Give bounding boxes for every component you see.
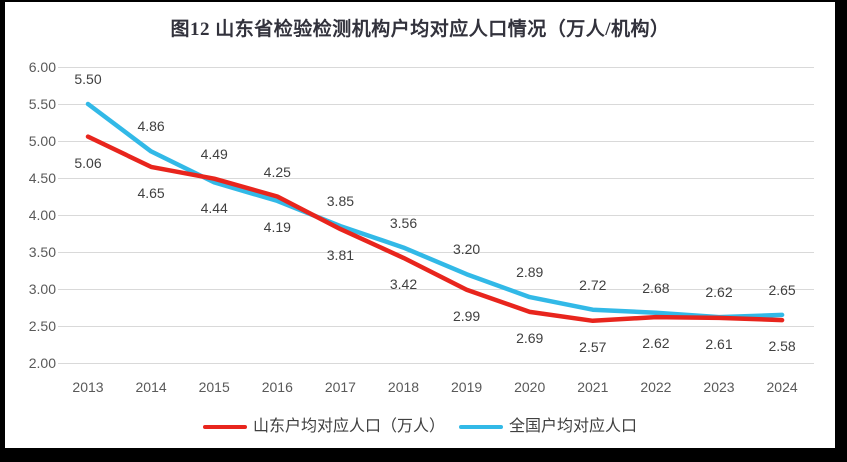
data-label: 4.44	[200, 200, 228, 217]
data-label: 5.50	[74, 71, 102, 87]
legend-item-national: 全国户均对应人口	[459, 417, 637, 437]
data-label: 3.42	[389, 275, 418, 292]
data-label: 2.62	[705, 284, 733, 301]
legend-item-shandong: 山东户均对应人口（万人）	[202, 417, 445, 437]
gridline	[58, 252, 814, 253]
legend-label: 山东户均对应人口（万人）	[252, 418, 445, 435]
data-label: 2.58	[768, 338, 796, 355]
x-axis-tick-label: 2022	[640, 379, 672, 395]
data-label: 4.86	[137, 118, 165, 135]
data-label: 2.72	[579, 276, 607, 293]
data-label: 3.85	[326, 193, 355, 210]
data-label: 4.19	[263, 218, 291, 235]
data-label: 3.56	[389, 214, 418, 231]
chart-title: 图12 山东省检验检测机构户均对应人口情况（万人/机构）	[170, 19, 670, 40]
gridline	[58, 289, 814, 290]
gridline	[58, 104, 814, 105]
y-axis-tick-label: 3.50	[28, 244, 56, 260]
data-label: 2.99	[452, 307, 481, 324]
y-axis-tick-label: 2.00	[28, 355, 56, 371]
gridline	[58, 141, 814, 142]
data-label: 5.06	[74, 154, 102, 171]
data-label: 2.61	[705, 335, 733, 352]
data-label: 4.49	[200, 145, 228, 162]
series-line-shandong	[85, 134, 785, 324]
x-axis-tick-label: 2018	[387, 379, 420, 395]
data-label: 2.69	[516, 329, 544, 346]
chart-legend: 山东户均对应人口（万人） 全国户均对应人口	[5, 414, 835, 440]
gridline	[58, 67, 814, 68]
x-axis-tick-label: 2014	[135, 379, 167, 395]
data-label: 4.25	[263, 163, 291, 180]
data-label: 3.81	[326, 247, 355, 264]
data-label: 2.62	[642, 335, 670, 352]
series-lines	[85, 101, 785, 324]
series-line-national	[85, 101, 785, 320]
gridline	[58, 363, 814, 364]
data-label: 3.20	[452, 241, 481, 258]
legend-swatch-shandong	[202, 424, 247, 430]
y-axis-tick-label: 4.00	[28, 207, 56, 223]
data-label: 2.57	[579, 338, 607, 355]
y-axis-tick-label: 5.50	[28, 96, 56, 112]
x-axis-tick-label: 2013	[72, 379, 104, 395]
x-axis-tick-label: 2015	[198, 379, 230, 395]
y-axis-tick-label: 6.00	[28, 59, 56, 75]
x-axis-tick-label: 2017	[324, 379, 356, 395]
x-axis-tick-label: 2024	[766, 379, 798, 395]
data-label: 2.89	[516, 264, 544, 281]
y-axis-tick-label: 4.50	[28, 170, 56, 186]
y-axis-tick-label: 3.00	[28, 281, 56, 297]
legend-label: 全国户均对应人口	[509, 418, 638, 435]
x-axis-tick-label: 2021	[577, 379, 609, 395]
gridline	[58, 326, 814, 327]
gridline	[58, 215, 814, 216]
gridline	[58, 178, 814, 179]
data-label: 2.65	[768, 281, 796, 298]
x-axis-tick-label: 2023	[703, 379, 735, 395]
chart-canvas: 图12 山东省检验检测机构户均对应人口情况（万人/机构） 6.00 5.50 5.0…	[5, 2, 835, 448]
y-axis-tick-label: 2.50	[28, 318, 56, 334]
x-axis-tick-label: 2016	[261, 379, 293, 395]
data-label: 2.68	[642, 279, 670, 296]
legend-swatch-national	[459, 424, 503, 430]
x-axis-tick-label: 2019	[451, 379, 483, 395]
x-axis-tick-label: 2020	[514, 379, 546, 395]
y-axis-tick-label: 5.00	[28, 133, 56, 149]
data-label: 4.65	[137, 184, 165, 201]
